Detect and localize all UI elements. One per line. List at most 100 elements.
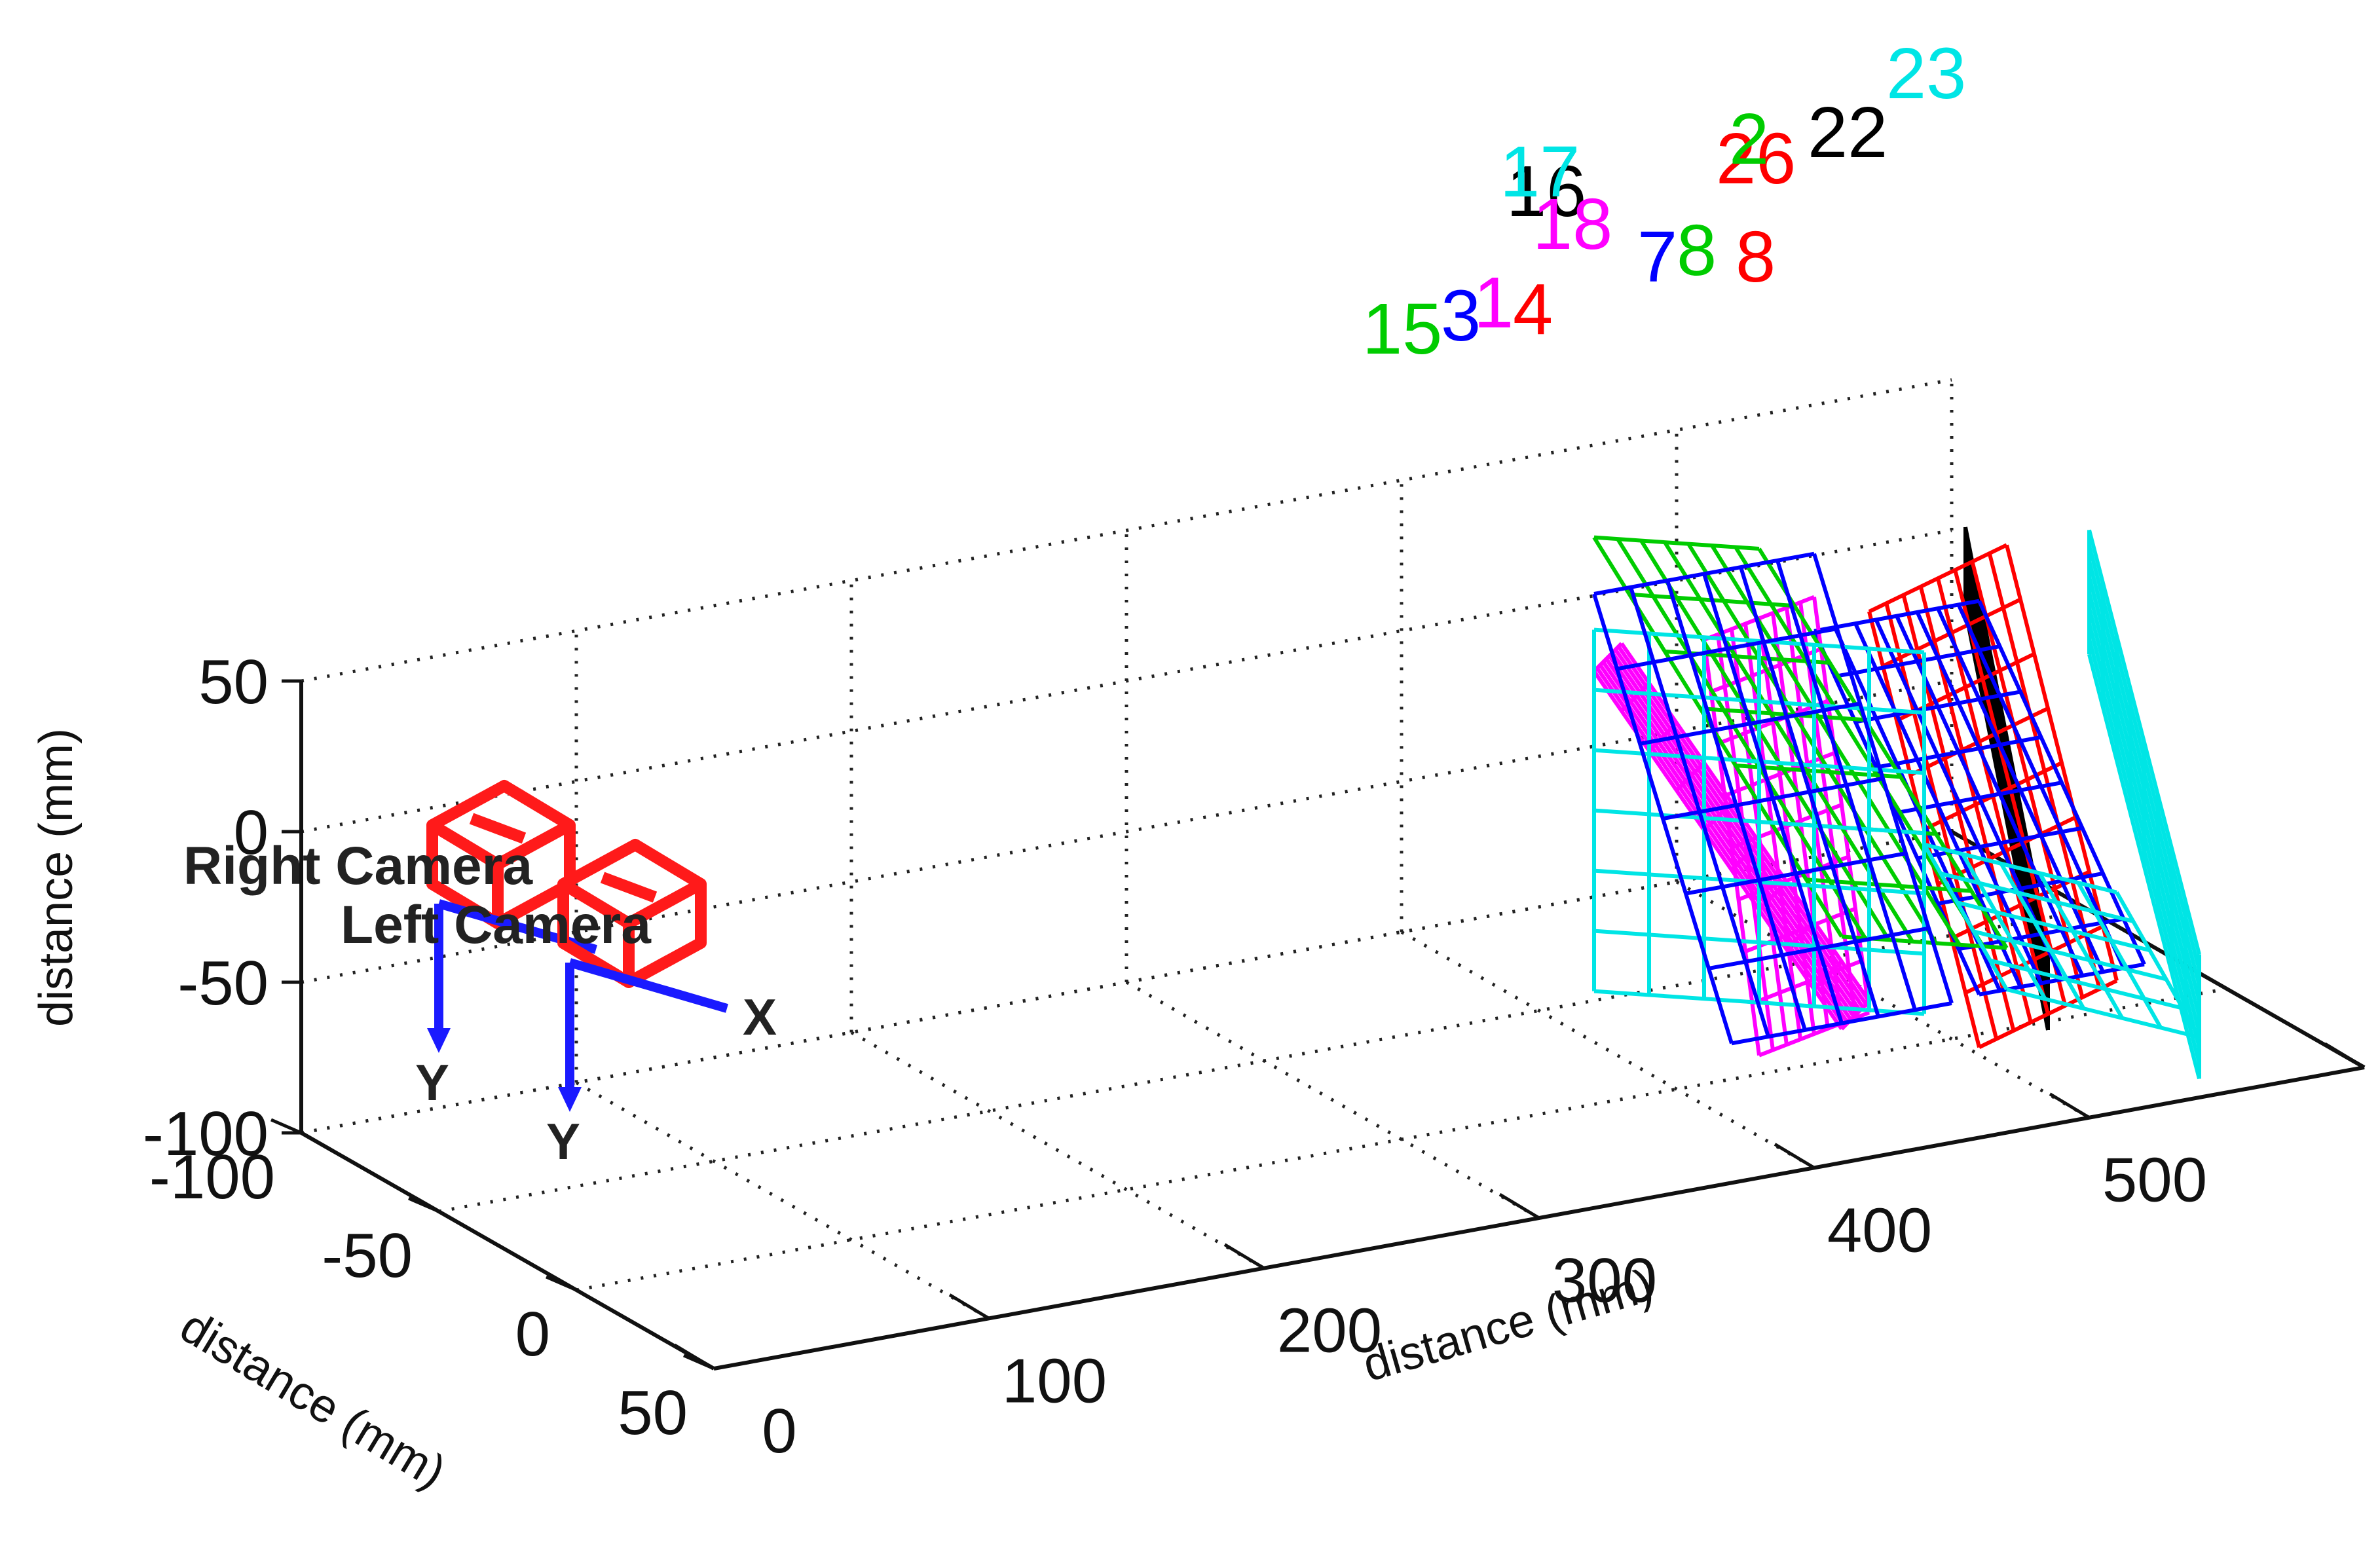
board-number: 23	[1886, 33, 1966, 114]
board-grid-line	[2037, 872, 2125, 1020]
x-axis-label: distance (mm)	[1357, 1259, 1658, 1392]
axis-arrowhead	[427, 1028, 451, 1053]
board-grid-line	[1598, 663, 1850, 1024]
y-tick-label: 0	[515, 1299, 550, 1369]
camera-body	[557, 884, 635, 988]
camera-frames: Y Right Camera X Y Left Camera	[183, 780, 777, 1170]
board-grid-line	[1999, 862, 2086, 1010]
board-grid-line	[1595, 667, 1847, 1027]
x-tick-label: 500	[2102, 1145, 2207, 1215]
x-tick-mark	[1223, 1243, 1265, 1270]
board-grid-line	[2006, 987, 2200, 1039]
board-grid-line	[1961, 853, 2047, 1001]
board-grid-line	[1601, 661, 1853, 1021]
y-tick-mark	[408, 1196, 439, 1213]
grid-line	[1400, 931, 1815, 1170]
tick-labels: 500-50-100-100-500500100200300400500600	[143, 647, 2380, 1466]
camera-axis-letter: Y	[415, 1054, 449, 1111]
board-grid-line	[1806, 877, 1972, 893]
board-number: 1	[1474, 263, 1514, 343]
board-grid-line	[1868, 543, 2008, 614]
board-number: 16	[1506, 151, 1586, 232]
camera-x-axis	[568, 958, 728, 1013]
board-grid-line	[1639, 540, 1891, 941]
camera-body	[625, 884, 707, 987]
camera-body	[600, 872, 658, 903]
board-grid-line	[1956, 604, 2126, 969]
board-grid-line	[1730, 803, 1843, 850]
x-tick-mark	[673, 1343, 715, 1371]
board-grid-line	[1970, 561, 2085, 998]
grid-line	[575, 1081, 990, 1320]
board-grid-line	[1936, 607, 2105, 973]
axis-arrowhead	[558, 1087, 582, 1112]
board-grid-line	[1593, 929, 1925, 956]
z-tick-label: -50	[177, 948, 269, 1018]
x-tick-label: 100	[1002, 1346, 1107, 1416]
board-number: 15	[1362, 289, 1442, 369]
z-tick-label: 50	[198, 647, 269, 717]
z-axis-label: distance (mm)	[30, 728, 83, 1027]
board-number: 4	[1513, 269, 1553, 350]
board-number: 8	[1736, 217, 1776, 297]
camera-label: Left Camera	[341, 895, 652, 955]
board-grid-line	[1922, 843, 2009, 991]
y-tick-mark	[270, 1118, 302, 1135]
x-tick-mark	[948, 1293, 990, 1320]
board-number: 3	[1441, 276, 1481, 356]
axis-line	[300, 1131, 715, 1371]
x-tick-mark	[2324, 1042, 2366, 1069]
x-tick-mark	[1774, 1143, 1815, 1170]
grid-line	[438, 908, 2090, 1213]
y-axis-label: distance (mm)	[172, 1300, 455, 1498]
y-tick-label: -100	[149, 1142, 275, 1212]
board-grid-line	[2087, 561, 2201, 986]
board-grid-line	[1973, 929, 2167, 982]
board-grid-line	[1977, 600, 2146, 965]
x-tick-mark	[2049, 1092, 2091, 1119]
board-grid-line	[1616, 538, 1867, 940]
board-grid-line	[2087, 529, 2201, 955]
board-number: 7	[1637, 217, 1677, 297]
board-grid-line	[1730, 841, 1761, 872]
camera-axis-letter: Y	[546, 1113, 580, 1170]
y-tick-mark	[546, 1275, 577, 1292]
board-grid-line	[1734, 545, 1985, 948]
x-tick-label: 0	[762, 1396, 796, 1466]
grid-lines	[299, 378, 2366, 1371]
x-tick-label: 400	[1827, 1195, 1932, 1265]
board-number: 8	[1677, 210, 1717, 291]
board-grid-line	[1812, 597, 1871, 1013]
y-tick-label: -50	[322, 1221, 413, 1291]
board-number: 17	[1500, 132, 1580, 212]
board-number: 26	[1716, 119, 1796, 199]
grid-line	[1675, 880, 2091, 1119]
board-grid-line	[2076, 881, 2163, 1029]
board-number: 18	[1533, 184, 1612, 265]
board-grid-line	[1956, 900, 2151, 953]
board-grid-line	[1916, 826, 2083, 860]
camera-body	[469, 813, 527, 844]
board-grid-line	[1592, 642, 1624, 673]
calibration-board	[1592, 551, 1954, 1046]
camera-frame: Y Right Camera	[183, 780, 597, 1111]
board-grid-line	[2087, 545, 2201, 970]
board-grid-line	[1950, 870, 2091, 940]
camera-frame: X Y Left Camera	[341, 839, 777, 1170]
board-grid-line	[1940, 872, 2134, 923]
camera-axis-letter: X	[743, 988, 777, 1046]
grid-line	[301, 830, 1952, 1135]
grid-line	[301, 378, 1952, 683]
board-number: 22	[1808, 92, 1887, 173]
board-grid-line	[1708, 926, 1929, 970]
board-grid-line	[1620, 682, 1651, 712]
grid-line	[301, 528, 1952, 834]
board-grid-line	[1990, 958, 2184, 1010]
camera-body	[426, 825, 504, 929]
board-grid-line	[2087, 576, 2201, 1002]
z-tick-label: 0	[234, 798, 269, 868]
x-tick-label: 600	[2377, 1095, 2380, 1165]
grid-line	[850, 1031, 1265, 1270]
